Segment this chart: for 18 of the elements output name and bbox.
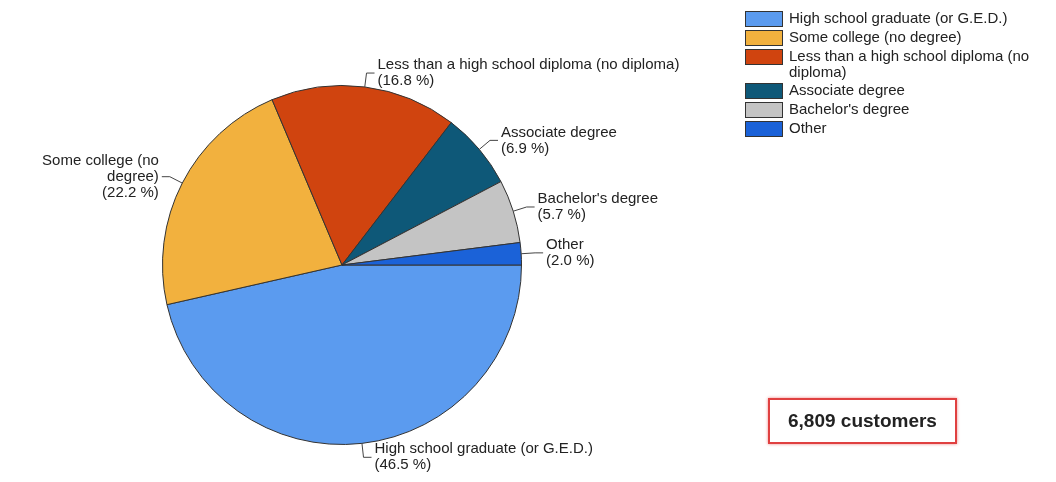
legend-label: Other [789,119,827,136]
slice-label: Associate degree [501,122,617,140]
legend-label: Bachelor's degree [789,100,910,117]
legend-label: Less than a high school diploma (no diploma) [789,47,1031,80]
legend-label: Associate degree [789,81,905,98]
data-label: (6.9 %) [501,138,550,156]
text: 6,809 customers [768,398,957,444]
slice-label: Other [546,235,584,252]
slice-label: Some college (no degree) [42,150,159,184]
data-label: (16.8 %) [377,71,435,89]
slice-label: High school graduate (or G.E.D.) [374,439,593,457]
slice-label: Bachelor's degree [537,189,659,207]
data-label: (46.5 %) [374,455,432,473]
data-label: (5.7 %) [537,205,586,223]
slice-label: Less than a high school diploma (no diploma) [377,55,680,73]
legend-label: High school graduate (or G.E.D.) [789,9,1008,26]
data-label: (2.0 %) [546,251,595,268]
legend-label: Some college (no degree) [789,28,962,45]
